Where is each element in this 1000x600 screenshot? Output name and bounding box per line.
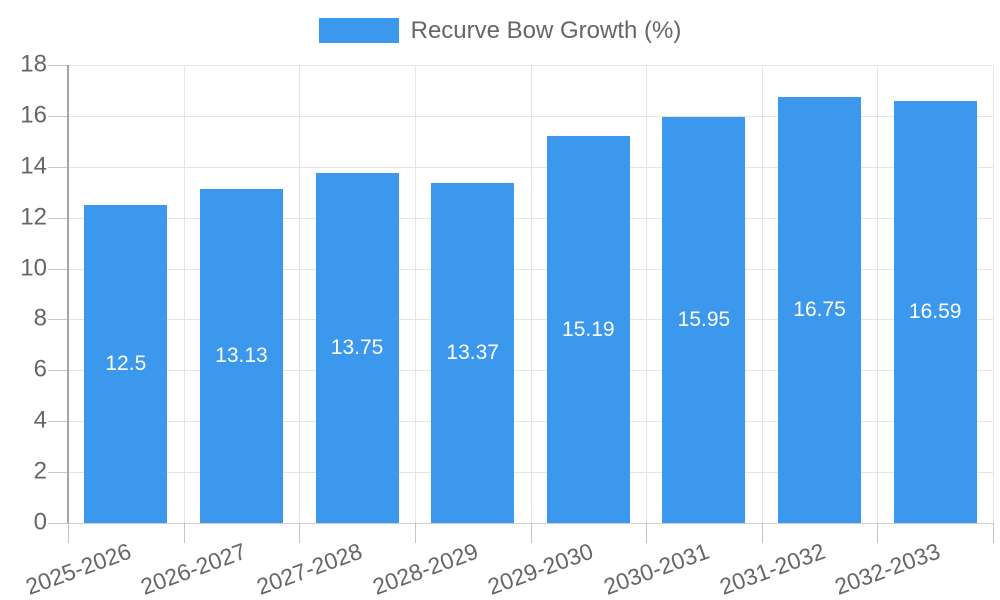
bar-value-label: 13.75 xyxy=(330,336,384,360)
x-tick xyxy=(877,523,879,543)
bar[interactable] xyxy=(315,173,399,523)
y-tick xyxy=(48,268,68,270)
y-tick xyxy=(48,370,68,372)
bar-value-label: 15.95 xyxy=(677,308,731,332)
x-axis-label: 2028-2029 xyxy=(368,537,482,600)
x-tick xyxy=(414,523,416,543)
x-tick xyxy=(993,523,994,543)
x-tick xyxy=(183,523,185,543)
gridline xyxy=(183,65,185,523)
legend-swatch-icon xyxy=(318,18,399,43)
legend-label: Recurve Bow Growth (%) xyxy=(410,17,682,44)
x-axis-label: 2032-2033 xyxy=(831,537,944,600)
x-axis-label: 2026-2027 xyxy=(137,537,250,600)
bar[interactable] xyxy=(84,204,168,523)
bar[interactable] xyxy=(546,136,630,523)
y-tick xyxy=(48,217,68,219)
bar[interactable] xyxy=(893,100,977,523)
gridline xyxy=(299,65,301,523)
x-tick xyxy=(299,523,301,543)
bar[interactable] xyxy=(431,182,515,523)
gridline xyxy=(993,65,994,523)
bar[interactable] xyxy=(662,117,746,523)
bar-value-label: 13.13 xyxy=(215,343,268,367)
y-axis-label: 14 xyxy=(20,152,47,180)
x-tick xyxy=(761,523,763,543)
bar-value-label: 16.59 xyxy=(908,299,962,323)
x-tick xyxy=(646,523,648,543)
x-tick xyxy=(68,523,69,543)
y-axis-label: 16 xyxy=(20,101,47,129)
y-axis-label: 2 xyxy=(33,457,47,485)
gridline xyxy=(530,65,532,523)
y-axis-line xyxy=(67,65,69,523)
y-tick xyxy=(48,115,68,117)
gridline xyxy=(414,65,416,523)
legend[interactable]: Recurve Bow Growth (%) xyxy=(0,18,1000,43)
x-axis-label: 2031-2032 xyxy=(715,537,829,600)
bar[interactable] xyxy=(778,96,862,523)
bar-value-label: 12.5 xyxy=(105,351,147,375)
y-axis-label: 0 xyxy=(33,508,47,536)
bar-value-label: 15.19 xyxy=(562,317,615,341)
y-tick xyxy=(48,523,68,524)
x-axis-label: 2025-2026 xyxy=(22,537,135,600)
y-tick xyxy=(48,166,68,168)
gridline xyxy=(877,65,879,523)
y-tick xyxy=(48,65,68,66)
y-axis-label: 12 xyxy=(20,203,47,231)
y-tick xyxy=(48,319,68,321)
gridline xyxy=(646,65,648,523)
y-axis-label: 4 xyxy=(33,406,47,434)
bar[interactable] xyxy=(199,188,283,523)
x-axis-label: 2027-2028 xyxy=(253,537,366,600)
y-axis-label: 10 xyxy=(20,254,47,282)
y-tick xyxy=(48,472,68,474)
x-axis-label: 2030-2031 xyxy=(600,537,713,600)
y-axis-label: 18 xyxy=(20,50,47,78)
y-tick xyxy=(48,421,68,423)
gridline xyxy=(761,65,763,523)
y-axis-label: 8 xyxy=(33,304,47,332)
x-axis-label: 2029-2030 xyxy=(484,537,597,600)
bar-value-label: 13.37 xyxy=(446,340,499,364)
x-tick xyxy=(530,523,532,543)
bar-value-label: 16.75 xyxy=(793,297,846,321)
y-axis-label: 6 xyxy=(33,355,47,383)
